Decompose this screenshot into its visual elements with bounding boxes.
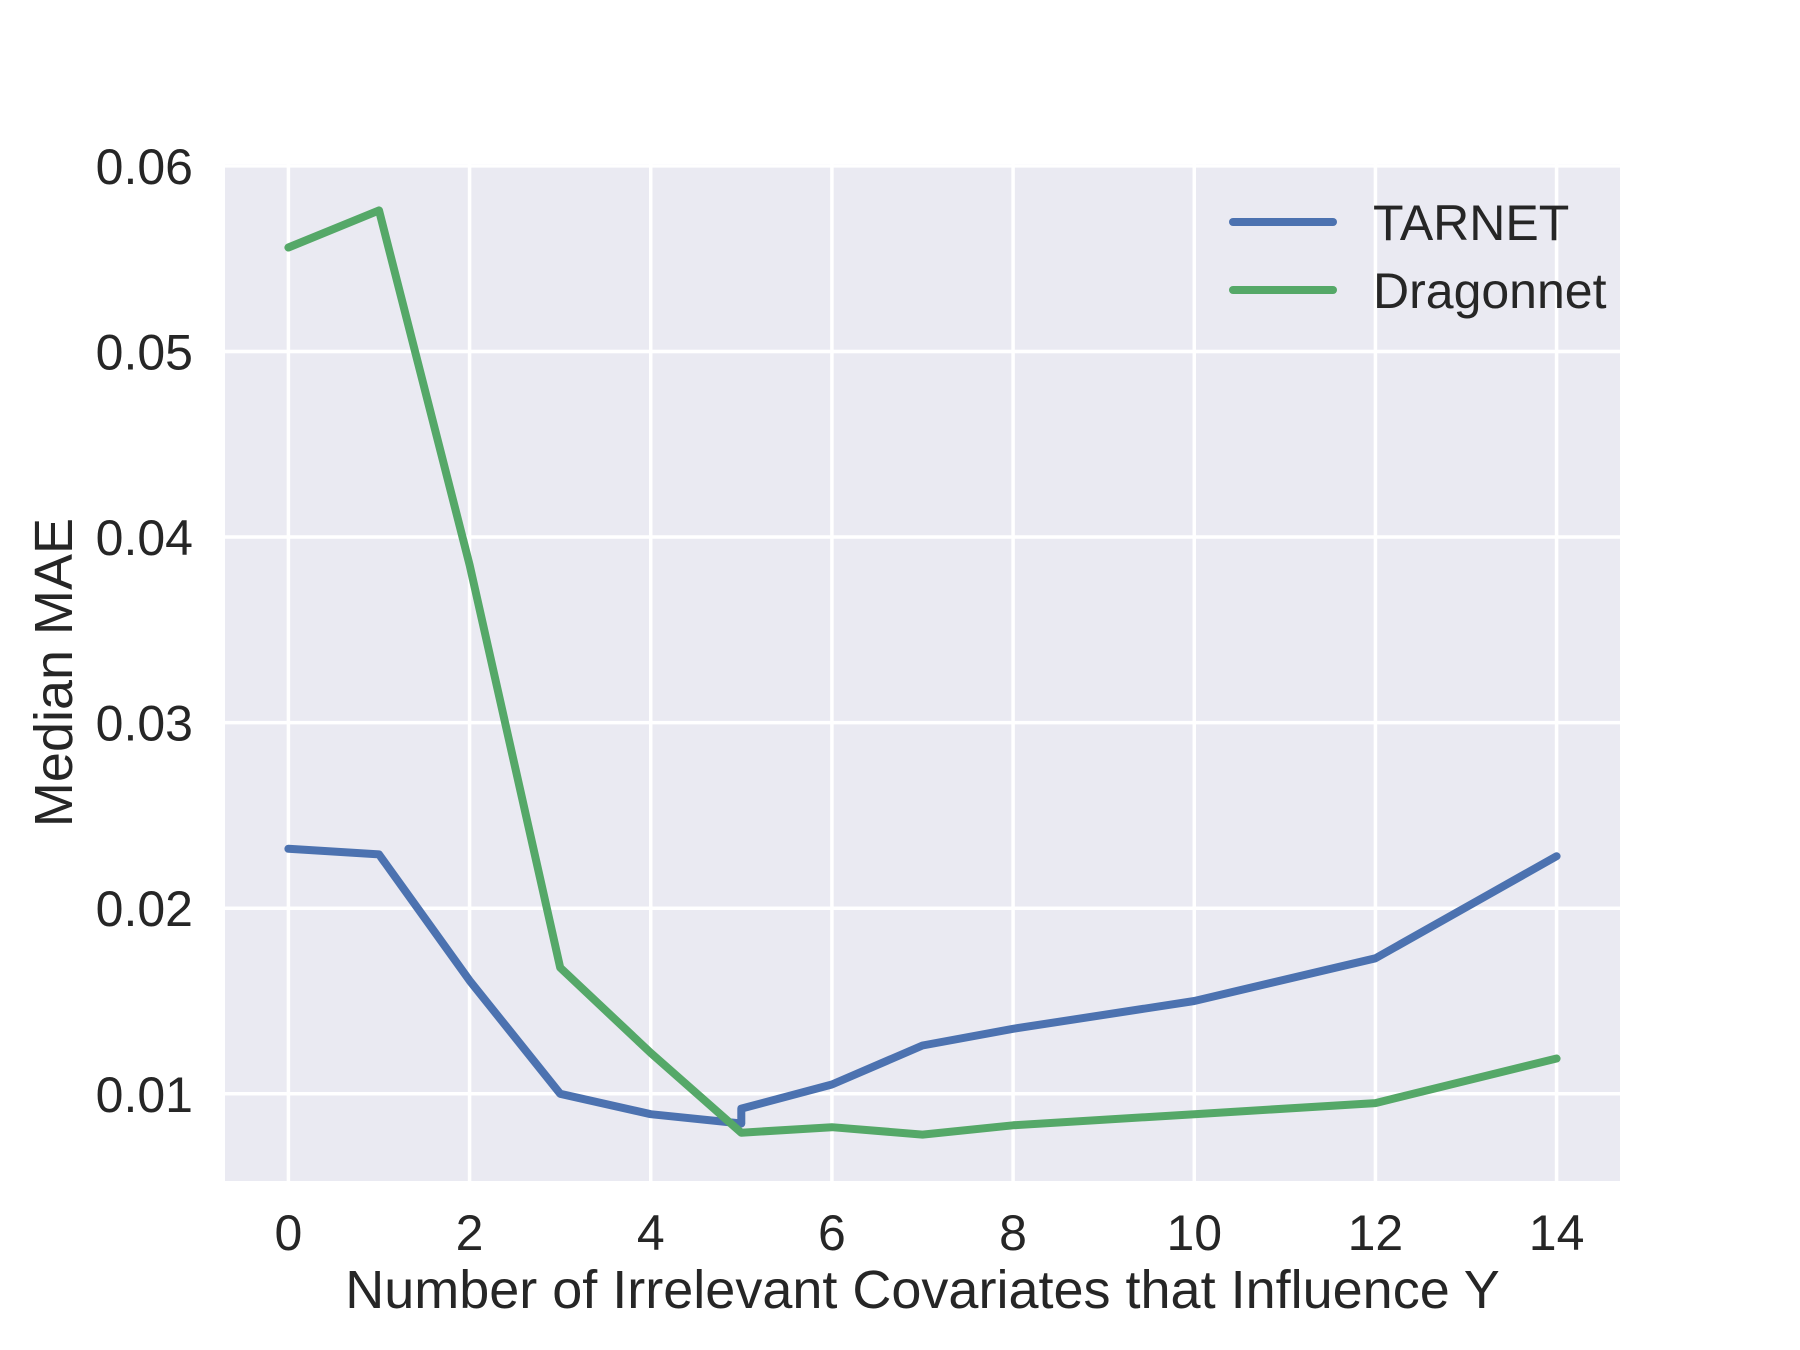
series-line-tarnet [284, 844, 1561, 1128]
y-tick-label: 0.02 [96, 881, 193, 937]
y-axis-label: Median MAE [24, 518, 84, 827]
x-tick-label: 6 [818, 1205, 846, 1261]
series-line-dragonnet [284, 206, 1561, 1139]
y-tick-label: 0.04 [96, 510, 193, 566]
y-tick-label: 0.06 [96, 139, 193, 195]
gridlines [225, 164, 1620, 1181]
plot-area [225, 164, 1620, 1181]
legend: TARNET Dragonnet [1229, 195, 1607, 319]
y-tick-label: 0.01 [96, 1067, 193, 1123]
legend-label-dragonnet: Dragonnet [1373, 263, 1607, 319]
x-tick-label: 12 [1348, 1205, 1404, 1261]
x-axis-label: Number of Irrelevant Covariates that Inf… [345, 1260, 1500, 1320]
x-tick-label: 2 [456, 1205, 484, 1261]
x-tick-label: 10 [1166, 1205, 1222, 1261]
x-tick-label: 0 [275, 1205, 303, 1261]
x-tick-label: 14 [1529, 1205, 1585, 1261]
legend-label-tarnet: TARNET [1373, 195, 1569, 251]
x-tick-label: 4 [637, 1205, 665, 1261]
y-tick-label: 0.05 [96, 324, 193, 380]
y-tick-label: 0.03 [96, 696, 193, 752]
x-tick-label: 8 [999, 1205, 1027, 1261]
